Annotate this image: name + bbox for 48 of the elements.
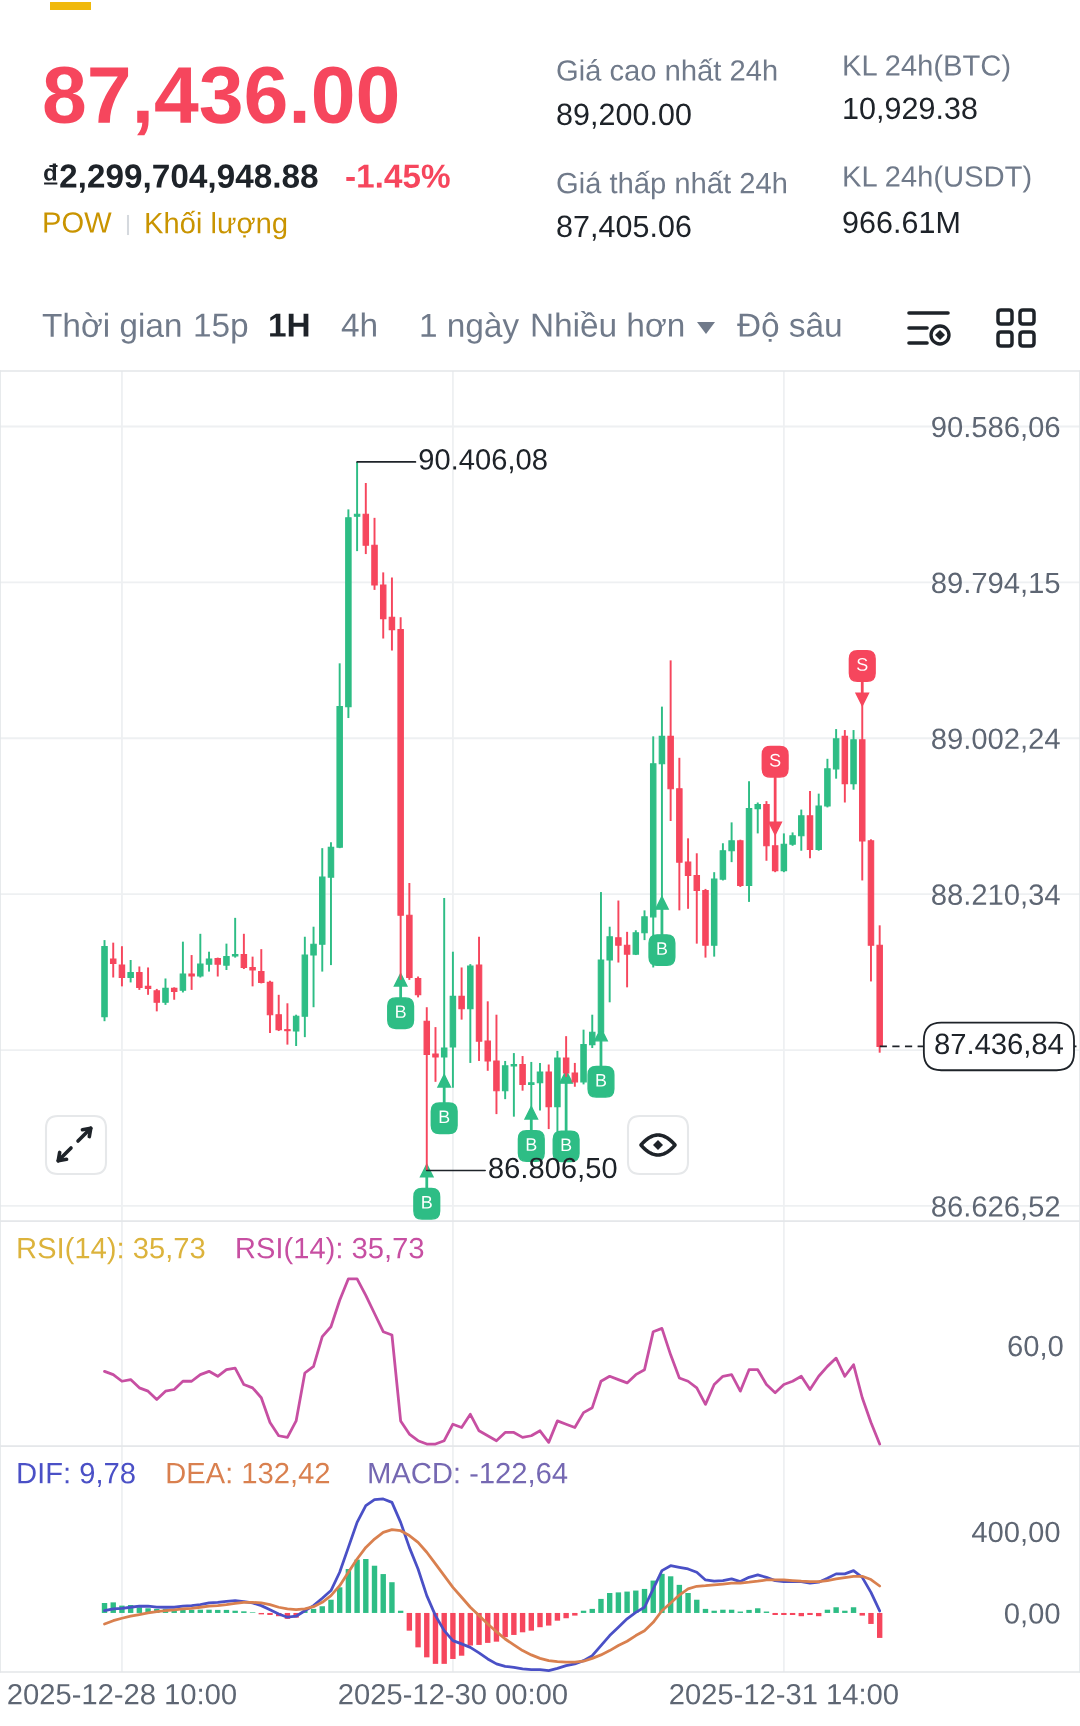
text: 89,200.00 xyxy=(557,103,691,129)
x-tick-label: 2025-12-30 00:00 xyxy=(339,1683,567,1705)
text: DIF: 9,78 xyxy=(18,1462,135,1487)
y-tick-label: 0,00 xyxy=(1004,1603,1060,1628)
text: KL 24h(BTC) xyxy=(844,54,1010,82)
text: POW xyxy=(44,212,112,233)
annotation: 86.806,50 xyxy=(489,1157,617,1182)
text: 966.61M xyxy=(843,211,959,234)
annotation: MACD: -122,64 xyxy=(369,1462,568,1487)
annotation: 90.406,08 xyxy=(419,449,547,474)
x-tick-label: 2025-12-28 10:00 xyxy=(8,1683,236,1705)
ref-line-label: 87.436,84 xyxy=(935,1033,1063,1058)
text: Độ sâu xyxy=(737,312,841,342)
text: KL 24h(USDT) xyxy=(844,165,1031,193)
y-tick-label: 90.586,06 xyxy=(932,416,1060,441)
series-label: S xyxy=(857,658,868,671)
text: B xyxy=(396,1005,406,1018)
text: Thời gian xyxy=(42,312,181,344)
annotation: 60,0 xyxy=(1008,1335,1063,1360)
text: 87,436.00 xyxy=(44,66,398,136)
text: 87,405.06 xyxy=(557,215,691,241)
y-tick-label: 400,00 xyxy=(972,1521,1060,1546)
text: 1 ngày xyxy=(421,312,520,344)
text: 10,929.38 xyxy=(844,97,977,123)
text: Giá thấp nhất 24h xyxy=(557,170,786,200)
legend-label: B xyxy=(561,1138,572,1152)
text: B xyxy=(439,1110,450,1124)
text: B xyxy=(657,942,667,955)
x-tick-label: 2025-12-31 14:00 xyxy=(670,1683,898,1705)
legend-label: RSI(14): 35,73 xyxy=(18,1237,205,1265)
text: Nhiều hơn xyxy=(532,311,684,337)
text: 15p xyxy=(195,313,248,344)
text: Khối lượng xyxy=(146,210,287,240)
y-tick-label: 89.794,15 xyxy=(932,572,1060,597)
text: B xyxy=(596,1074,607,1087)
text: ₫2,299,704,948.88 xyxy=(44,163,318,193)
text: -1.45% xyxy=(346,164,450,188)
text: S xyxy=(769,753,781,767)
text: B xyxy=(422,1196,432,1209)
y-tick-label: 86.626,52 xyxy=(932,1196,1060,1221)
series-label: RSI(14): 35,73 xyxy=(237,1237,424,1265)
text: Giá cao nhất 24h xyxy=(557,58,777,81)
text: B xyxy=(526,1138,537,1151)
y-tick-label: 88.210,34 xyxy=(932,884,1060,909)
y-tick-label: 89.002,24 xyxy=(932,728,1060,753)
text: DEA: 132,42 xyxy=(167,1462,330,1487)
text: 4h xyxy=(341,312,376,337)
text: 1H xyxy=(270,313,309,337)
